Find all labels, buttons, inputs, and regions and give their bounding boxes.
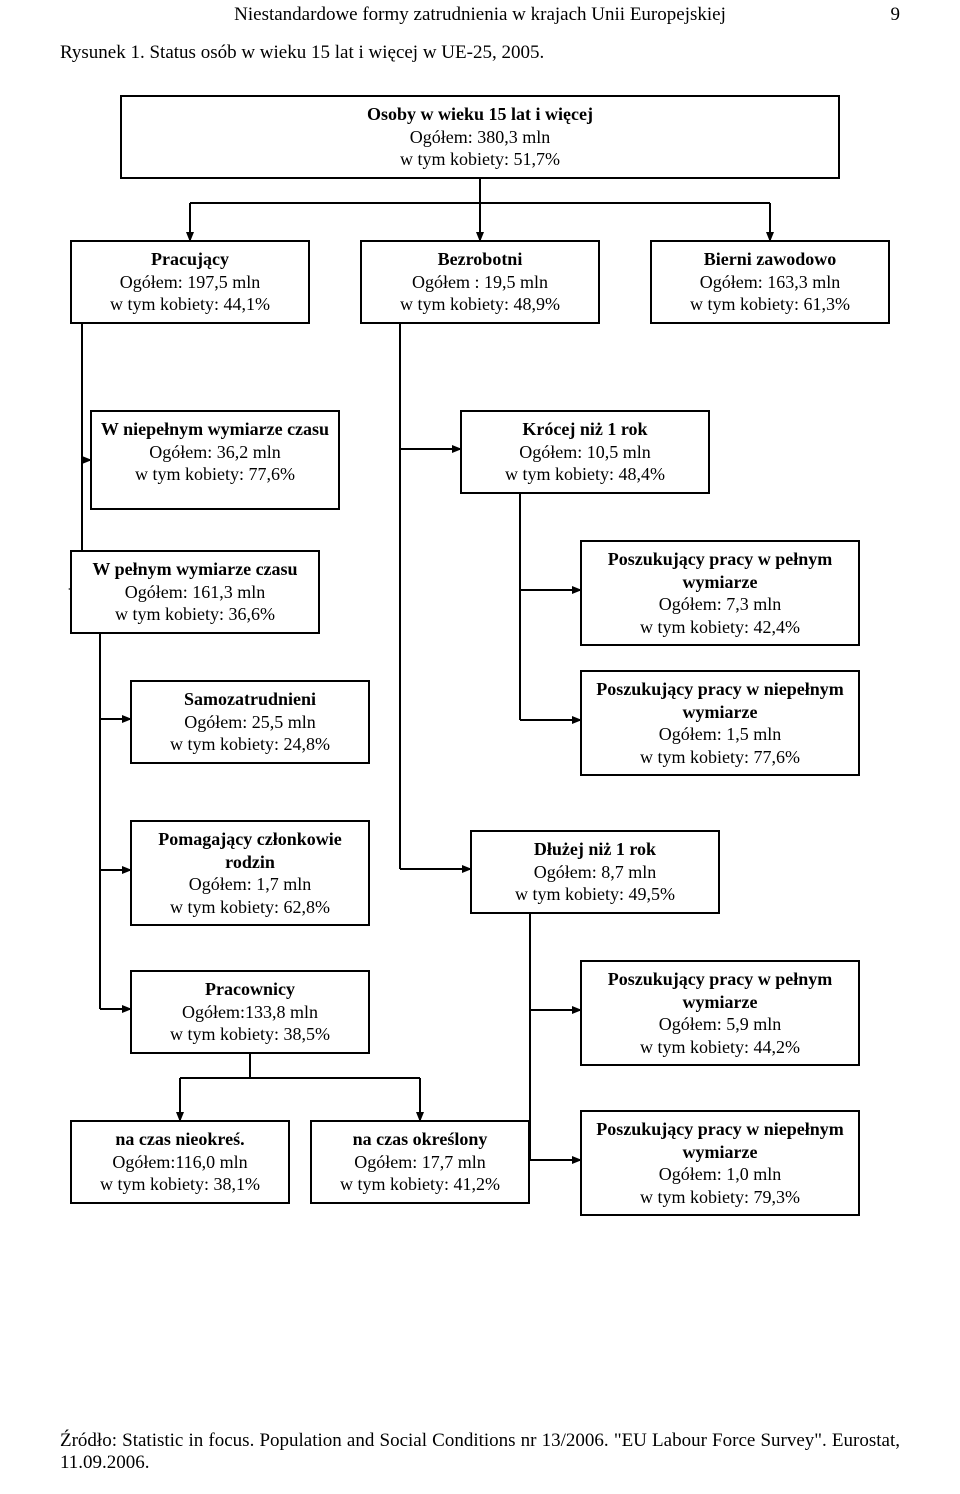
node-line2: w tym kobiety: 61,3%: [660, 293, 880, 316]
node-title: Poszukujący pracy w pełnym wymiarze: [590, 968, 850, 1013]
node-line2: w tym kobiety: 44,1%: [80, 293, 300, 316]
node-line1: Ogółem: 25,5 mln: [140, 711, 360, 734]
node-line1: Ogółem: 1,7 mln: [140, 873, 360, 896]
node-line2: w tym kobiety: 77,6%: [100, 463, 330, 486]
figure-caption: Rysunek 1. Status osób w wieku 15 lat i …: [60, 42, 900, 64]
node-pracownicy: PracownicyOgółem:133,8 mlnw tym kobiety:…: [130, 970, 370, 1054]
node-line1: Ogółem: 17,7 mln: [320, 1151, 520, 1174]
running-head: Niestandardowe formy zatrudnienia w kraj…: [60, 0, 900, 26]
node-title: Poszukujący pracy w niepełnym wymiarze: [590, 678, 850, 723]
node-title: Samozatrudnieni: [140, 688, 360, 711]
node-posz_pel2: Poszukujący pracy w pełnym wymiarzeOgółe…: [580, 960, 860, 1066]
node-pracujacy: PracującyOgółem: 197,5 mlnw tym kobiety:…: [70, 240, 310, 324]
node-line1: Ogółem:116,0 mln: [80, 1151, 280, 1174]
node-line2: w tym kobiety: 36,6%: [80, 603, 310, 626]
node-posz_niep1: Poszukujący pracy w niepełnym wymiarzeOg…: [580, 670, 860, 776]
page-number: 9: [891, 4, 901, 26]
node-posz_niep2: Poszukujący pracy w niepełnym wymiarzeOg…: [580, 1110, 860, 1216]
node-line2: w tym kobiety: 51,7%: [130, 148, 830, 171]
node-line1: Ogółem: 10,5 mln: [470, 441, 700, 464]
node-samo: SamozatrudnieniOgółem: 25,5 mlnw tym kob…: [130, 680, 370, 764]
node-title: Pracujący: [80, 248, 300, 271]
node-bezrobotni: BezrobotniOgółem : 19,5 mlnw tym kobiety…: [360, 240, 600, 324]
node-line2: w tym kobiety: 24,8%: [140, 733, 360, 756]
node-line1: Ogółem:133,8 mln: [140, 1001, 360, 1024]
node-bierni: Bierni zawodowoOgółem: 163,3 mlnw tym ko…: [650, 240, 890, 324]
node-line1: Ogółem: 1,5 mln: [590, 723, 850, 746]
node-line1: Ogółem: 7,3 mln: [590, 593, 850, 616]
node-line1: Ogółem: 197,5 mln: [80, 271, 300, 294]
node-krocej: Krócej niż 1 rokOgółem: 10,5 mlnw tym ko…: [460, 410, 710, 494]
node-line1: Ogółem : 19,5 mln: [370, 271, 590, 294]
node-line1: Ogółem: 1,0 mln: [590, 1163, 850, 1186]
node-title: Bierni zawodowo: [660, 248, 880, 271]
node-nieokres: na czas nieokreś.Ogółem:116,0 mlnw tym k…: [70, 1120, 290, 1204]
node-line2: w tym kobiety: 62,8%: [140, 896, 360, 919]
node-title: Poszukujący pracy w pełnym wymiarze: [590, 548, 850, 593]
node-title: W pełnym wymiarze czasu: [80, 558, 310, 581]
node-title: Osoby w wieku 15 lat i więcej: [130, 103, 830, 126]
node-line1: Ogółem: 8,7 mln: [480, 861, 710, 884]
node-line2: w tym kobiety: 48,9%: [370, 293, 590, 316]
node-okreslony: na czas określonyOgółem: 17,7 mlnw tym k…: [310, 1120, 530, 1204]
node-line2: w tym kobiety: 38,1%: [80, 1173, 280, 1196]
node-line1: Ogółem: 161,3 mln: [80, 581, 310, 604]
node-title: na czas nieokreś.: [80, 1128, 280, 1151]
node-title: Bezrobotni: [370, 248, 590, 271]
node-line2: w tym kobiety: 42,4%: [590, 616, 850, 639]
source-note: Źródło: Statistic in focus. Population a…: [60, 1430, 900, 1474]
node-line1: Ogółem: 36,2 mln: [100, 441, 330, 464]
node-niepelny: W niepełnym wymiarze czasuOgółem: 36,2 m…: [90, 410, 340, 510]
node-line2: w tym kobiety: 41,2%: [320, 1173, 520, 1196]
running-head-text: Niestandardowe formy zatrudnienia w kraj…: [234, 4, 726, 25]
node-title: Pomagający członkowie rodzin: [140, 828, 360, 873]
node-title: na czas określony: [320, 1128, 520, 1151]
node-line2: w tym kobiety: 49,5%: [480, 883, 710, 906]
node-line2: w tym kobiety: 38,5%: [140, 1023, 360, 1046]
node-line2: w tym kobiety: 44,2%: [590, 1036, 850, 1059]
node-line2: w tym kobiety: 48,4%: [470, 463, 700, 486]
node-title: Poszukujący pracy w niepełnym wymiarze: [590, 1118, 850, 1163]
node-line1: Ogółem: 163,3 mln: [660, 271, 880, 294]
node-dluzej: Dłużej niż 1 rokOgółem: 8,7 mlnw tym kob…: [470, 830, 720, 914]
node-title: Pracownicy: [140, 978, 360, 1001]
node-root: Osoby w wieku 15 lat i więcejOgółem: 380…: [120, 95, 840, 179]
node-line2: w tym kobiety: 77,6%: [590, 746, 850, 769]
node-pomag: Pomagający członkowie rodzinOgółem: 1,7 …: [130, 820, 370, 926]
node-title: W niepełnym wymiarze czasu: [100, 418, 330, 441]
node-title: Dłużej niż 1 rok: [480, 838, 710, 861]
node-pelny: W pełnym wymiarze czasuOgółem: 161,3 mln…: [70, 550, 320, 634]
node-title: Krócej niż 1 rok: [470, 418, 700, 441]
node-posz_pel1: Poszukujący pracy w pełnym wymiarzeOgółe…: [580, 540, 860, 646]
node-line2: w tym kobiety: 79,3%: [590, 1186, 850, 1209]
node-line1: Ogółem: 380,3 mln: [130, 126, 830, 149]
node-line1: Ogółem: 5,9 mln: [590, 1013, 850, 1036]
